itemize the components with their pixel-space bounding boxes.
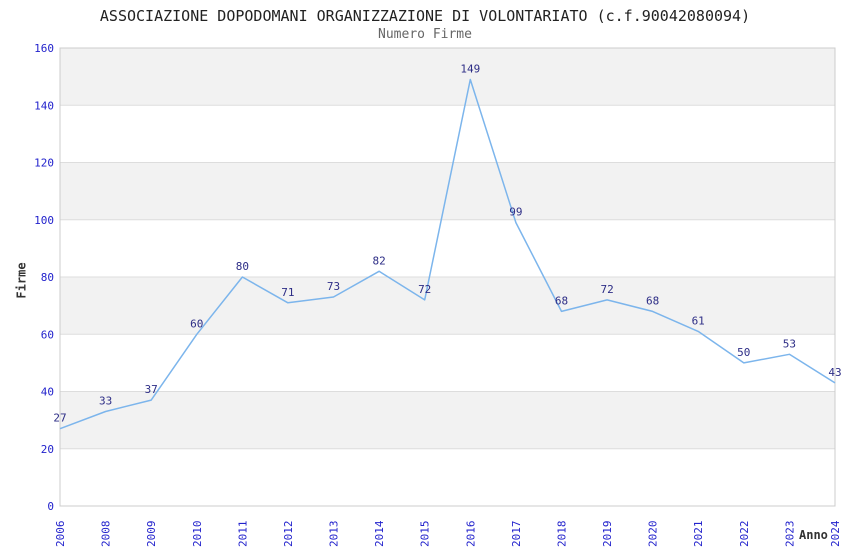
y-tick-label: 60 — [41, 328, 54, 341]
plot-band — [60, 334, 835, 392]
plot-band — [60, 105, 835, 163]
data-label: 53 — [783, 337, 796, 350]
y-tick-label: 0 — [47, 500, 54, 513]
x-tick-label: 2006 — [54, 521, 67, 548]
y-tick-label: 140 — [34, 99, 54, 112]
x-tick-label: 2019 — [601, 521, 614, 548]
x-tick-label: 2022 — [738, 521, 751, 548]
data-label: 72 — [418, 283, 431, 296]
x-tick-label: 2013 — [328, 521, 341, 548]
data-label: 50 — [737, 346, 750, 359]
data-label: 73 — [327, 280, 340, 293]
data-label: 80 — [236, 260, 249, 273]
x-tick-label: 2017 — [510, 521, 523, 548]
x-tick-label: 2016 — [464, 521, 477, 548]
series-line — [59, 78, 836, 430]
chart-subtitle: Numero Firme — [378, 27, 472, 42]
x-tick-label: 2014 — [373, 520, 386, 547]
x-tick-label: 2008 — [100, 521, 113, 548]
data-label: 27 — [53, 412, 66, 425]
y-tick-label: 80 — [41, 271, 54, 284]
x-tick-label: 2023 — [783, 521, 796, 548]
y-tick-label: 100 — [34, 214, 54, 227]
data-label: 37 — [145, 383, 158, 396]
chart-title: ASSOCIAZIONE DOPODOMANI ORGANIZZAZIONE D… — [99, 7, 751, 25]
data-label: 149 — [460, 63, 480, 76]
data-label: 60 — [190, 317, 203, 330]
plot-band — [60, 391, 835, 449]
plot-border — [59, 47, 836, 507]
x-tick-label: 2010 — [191, 521, 204, 548]
data-label: 61 — [692, 314, 705, 327]
x-tick-label: 2021 — [692, 521, 705, 548]
plot-band — [60, 48, 835, 106]
x-tick-label: 2015 — [419, 521, 432, 548]
x-tick-label: 2020 — [647, 521, 660, 548]
data-label: 99 — [509, 206, 522, 219]
y-tick-label: 40 — [41, 386, 54, 399]
x-tick-label: 2009 — [145, 521, 158, 548]
x-tick-label: 2018 — [556, 521, 569, 548]
plot-band — [60, 448, 835, 506]
y-tick-label: 120 — [34, 157, 54, 170]
x-axis-title: Anno — [799, 528, 828, 542]
plot-band — [60, 277, 835, 335]
x-tick-label: 2024 — [829, 520, 842, 547]
x-tick-label: 2011 — [236, 521, 249, 548]
data-label: 71 — [281, 286, 294, 299]
data-label: 43 — [828, 366, 841, 379]
data-label: 68 — [555, 294, 568, 307]
data-label: 72 — [600, 283, 613, 296]
data-label: 68 — [646, 294, 659, 307]
y-tick-label: 160 — [34, 42, 54, 55]
x-tick-label: 2012 — [282, 521, 295, 548]
y-tick-label: 20 — [41, 443, 54, 456]
data-label: 33 — [99, 395, 112, 408]
plot-band — [60, 219, 835, 277]
data-label: 82 — [372, 254, 385, 267]
